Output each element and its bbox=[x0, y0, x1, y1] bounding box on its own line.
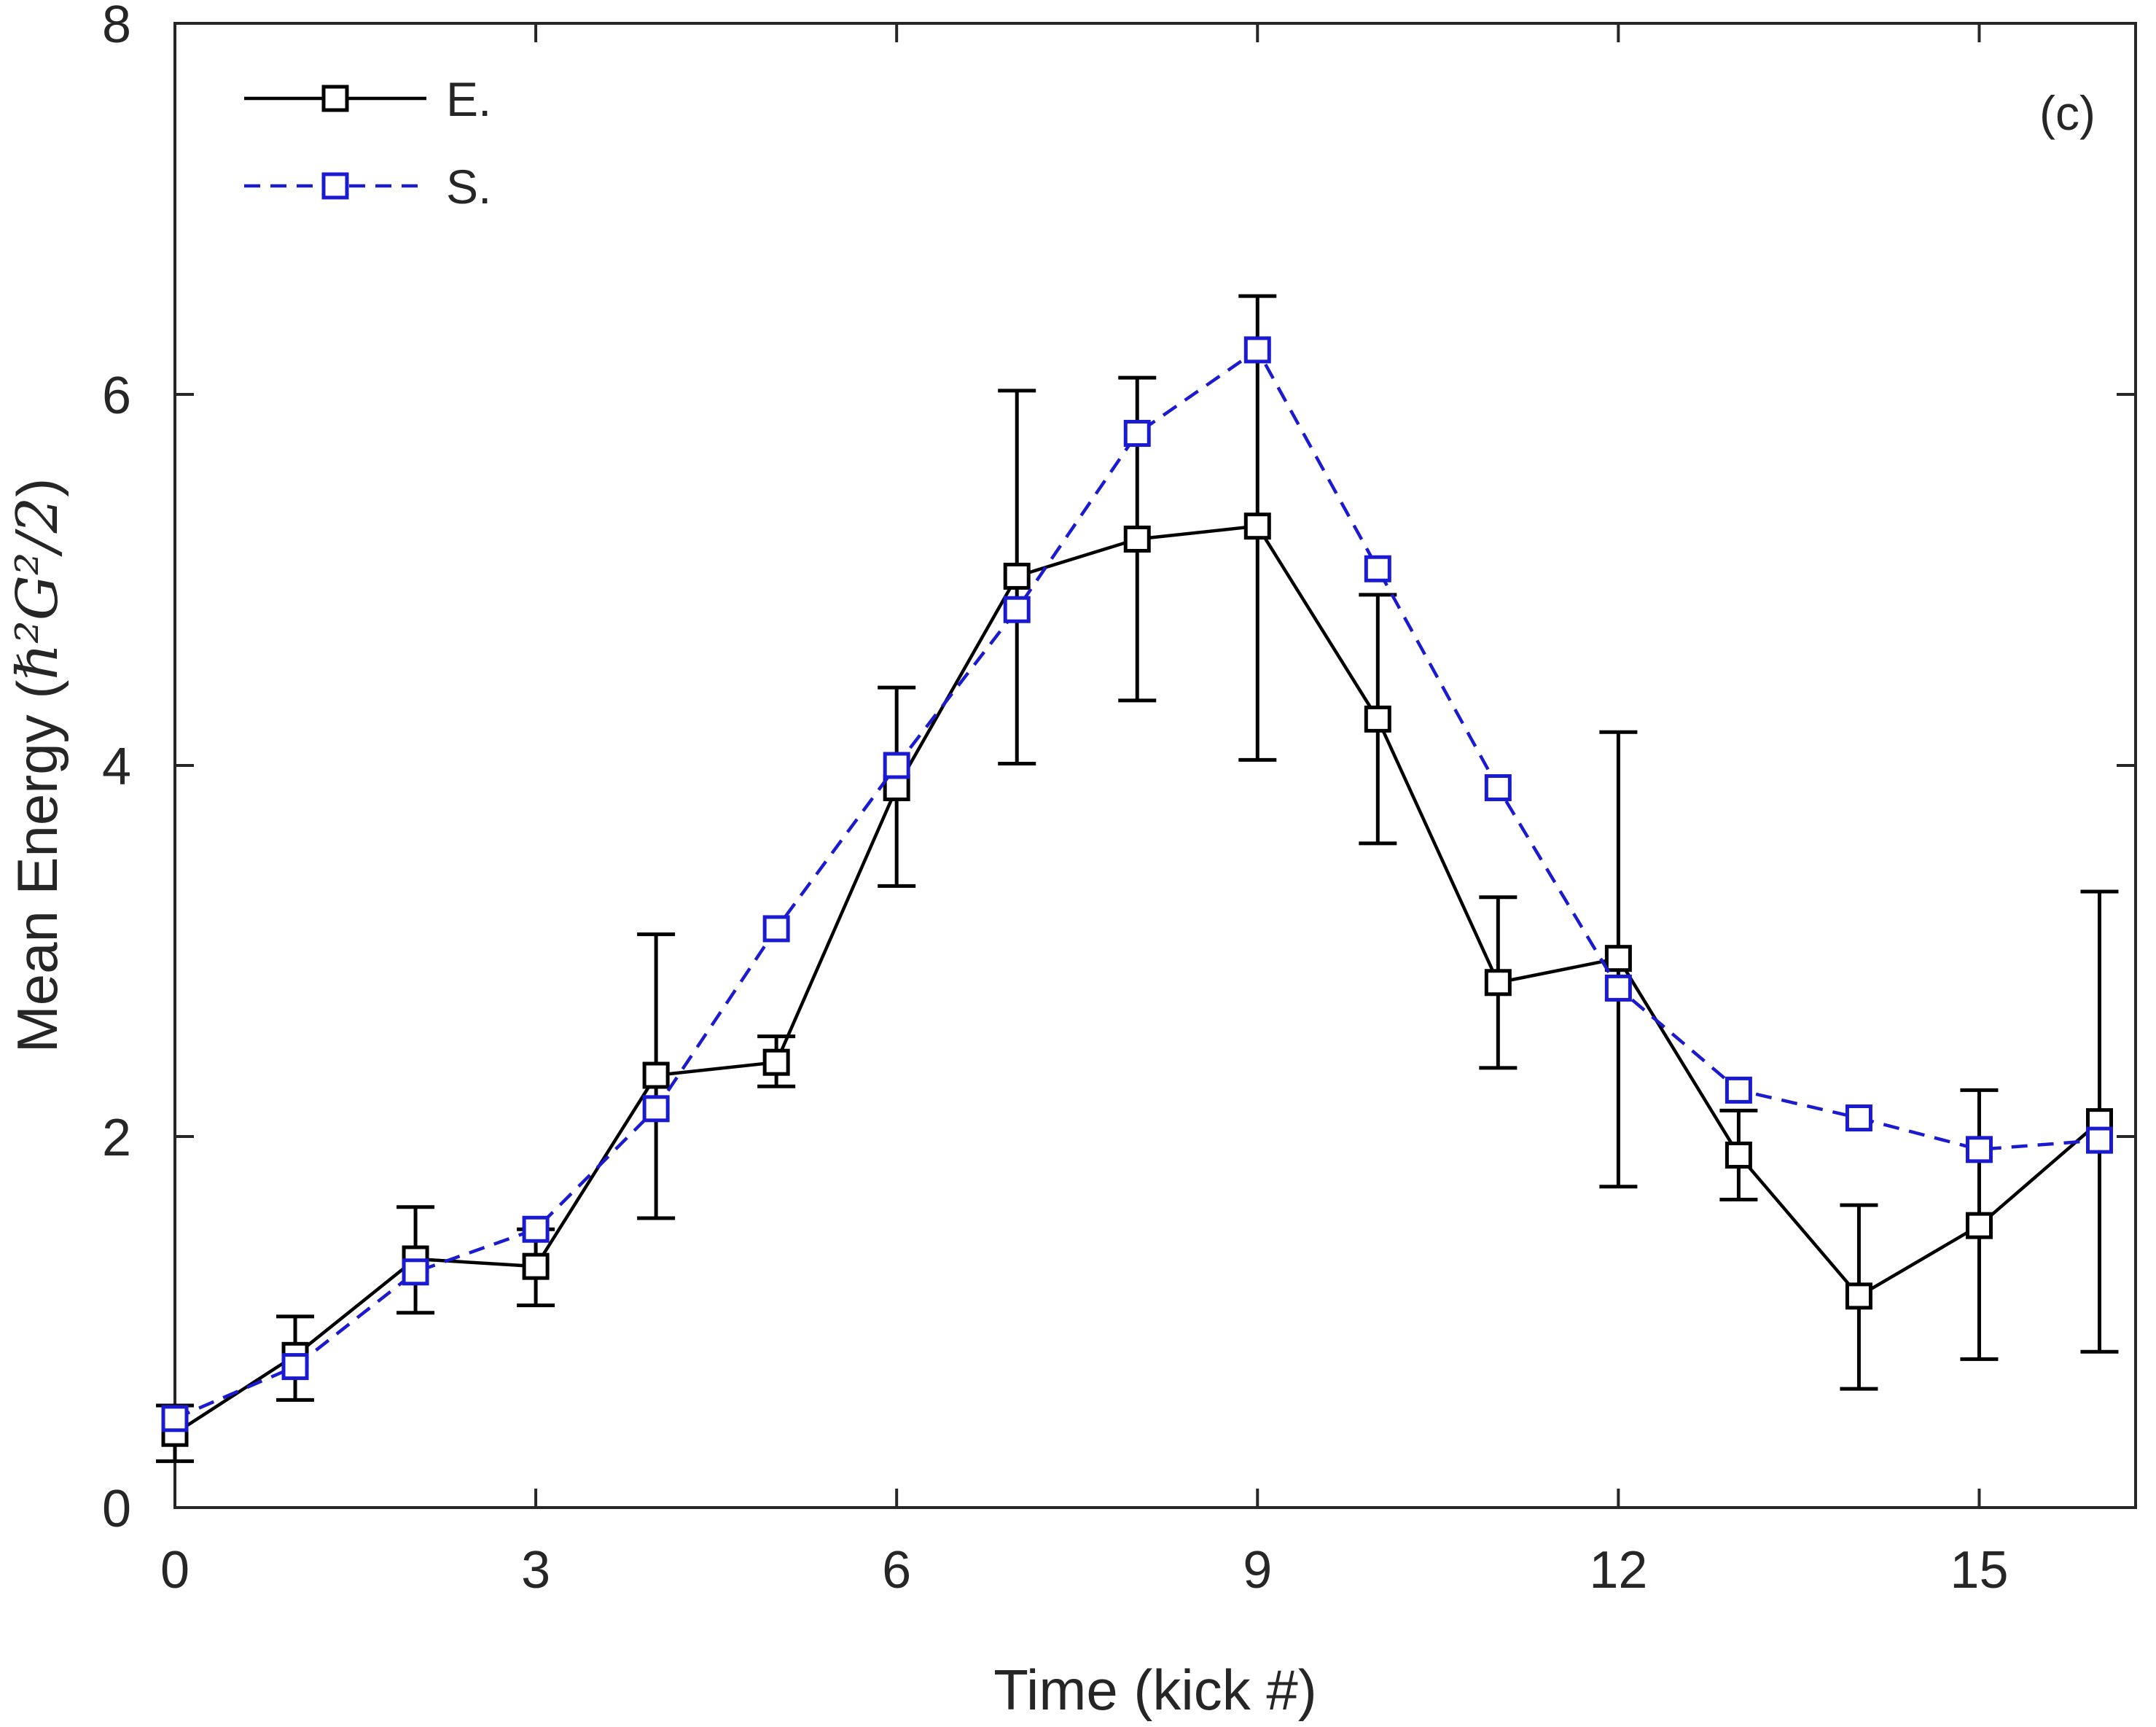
y-axis-label-text: Mean Energy ( bbox=[5, 680, 69, 1053]
data-point bbox=[1845, 1104, 1872, 1132]
y-axis-label: Mean Energy (ℏ²G²/2) bbox=[5, 478, 71, 1053]
y-axis: 0 2 4 6 8 bbox=[102, 0, 2136, 1538]
series-e bbox=[156, 294, 2119, 1463]
data-point bbox=[1364, 705, 1391, 733]
legend: E. S. bbox=[244, 72, 491, 214]
data-point bbox=[281, 1353, 309, 1381]
x-tick-label: 0 bbox=[160, 1541, 190, 1599]
data-point bbox=[522, 1215, 550, 1243]
data-point bbox=[883, 752, 910, 779]
panel-label: (c) bbox=[2039, 86, 2096, 140]
data-point bbox=[1484, 969, 1512, 997]
data-point bbox=[1123, 526, 1151, 553]
series-line bbox=[174, 347, 2100, 1420]
x-tick-label: 9 bbox=[1243, 1541, 1272, 1599]
legend-item-e: E. bbox=[244, 72, 491, 126]
data-point bbox=[161, 1405, 189, 1432]
data-point bbox=[522, 1252, 550, 1280]
y-tick-label: 6 bbox=[102, 367, 131, 425]
series-s bbox=[161, 336, 2113, 1432]
data-point bbox=[883, 774, 910, 802]
legend-item-s: S. bbox=[244, 160, 491, 214]
legend-label: S. bbox=[446, 160, 491, 214]
y-tick-label: 2 bbox=[102, 1109, 131, 1167]
data-point bbox=[642, 1095, 670, 1123]
series-layer bbox=[156, 294, 2119, 1463]
data-point bbox=[762, 1048, 790, 1076]
data-point bbox=[1604, 945, 1632, 972]
data-point bbox=[1965, 1212, 1993, 1239]
data-point bbox=[1364, 555, 1391, 582]
y-tick-label: 0 bbox=[102, 1480, 131, 1538]
y-axis-label-close: ) bbox=[5, 478, 69, 497]
y-tick-label: 4 bbox=[102, 738, 131, 796]
plot-area bbox=[173, 22, 2137, 1509]
x-axis: 0 3 6 9 12 15 bbox=[160, 23, 2009, 1599]
legend-label: E. bbox=[446, 72, 491, 126]
x-axis-label: Time (kick #) bbox=[993, 1658, 1316, 1722]
data-point bbox=[1003, 562, 1031, 590]
y-axis-label-math: ℏ²G²/2 bbox=[5, 497, 71, 680]
legend-marker bbox=[321, 85, 349, 112]
x-tick-label: 15 bbox=[1950, 1541, 2008, 1599]
x-tick-label: 3 bbox=[521, 1541, 550, 1599]
data-point bbox=[762, 915, 790, 943]
data-point bbox=[642, 1061, 670, 1089]
data-point bbox=[1725, 1076, 1752, 1104]
legend-marker bbox=[321, 172, 349, 200]
data-point bbox=[1725, 1141, 1752, 1169]
data-point bbox=[1123, 419, 1151, 447]
data-point bbox=[1845, 1282, 1872, 1310]
data-point bbox=[1604, 974, 1632, 1002]
data-point bbox=[1965, 1136, 1993, 1163]
data-point bbox=[1243, 336, 1271, 364]
data-point bbox=[1243, 512, 1271, 540]
y-tick-label: 8 bbox=[102, 0, 131, 54]
data-point bbox=[2085, 1126, 2113, 1154]
x-tick-label: 12 bbox=[1589, 1541, 1647, 1599]
data-point bbox=[1484, 774, 1512, 802]
data-point bbox=[1003, 596, 1031, 623]
axes-box bbox=[173, 22, 2137, 1509]
x-tick-label: 6 bbox=[882, 1541, 911, 1599]
data-point bbox=[402, 1258, 429, 1286]
